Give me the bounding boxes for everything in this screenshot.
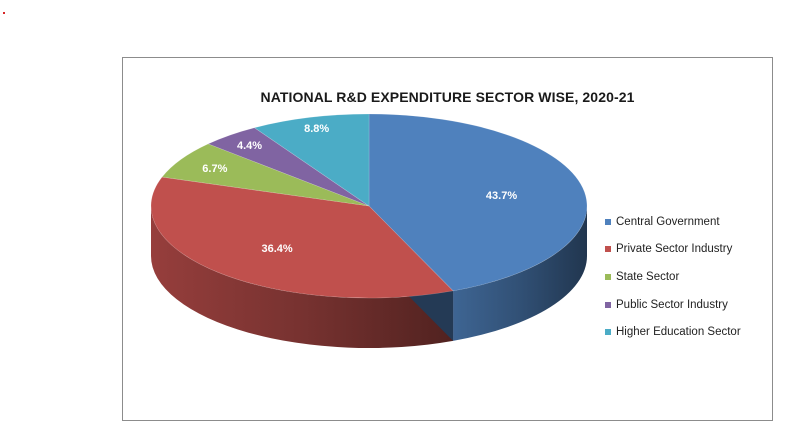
legend-swatch [605,301,611,308]
legend-swatch [605,329,611,336]
legend-swatch [605,218,611,225]
pie-slice-state-sector [161,143,370,207]
legend: Central Government Private Sector Industr… [605,208,741,346]
legend-label: Central Government [616,215,720,228]
legend-item-central-government: Central Government [605,208,741,236]
legend-item-public-sector-industry: Public Sector Industry [605,291,741,319]
legend-label: Private Sector Industry [616,243,733,256]
data-label-4: 8.8% [304,123,329,135]
pie-slice-public-sector-industry [207,127,370,207]
chart-frame: NATIONAL R&D EXPENDITURE SECTOR WISE, 20… [122,57,773,421]
pie-chart: 43.7% 36.4% 6.7% 4.4% 8.8% [150,113,588,348]
pie-slice-higher-education-sector [253,113,370,207]
chart-title: NATIONAL R&D EXPENDITURE SECTOR WISE, 20… [260,89,635,105]
legend-item-higher-education-sector: Higher Education Sector [605,318,741,346]
corner-dot [3,12,5,14]
pie-slice-central-government [368,113,588,292]
data-label-2: 6.7% [202,163,227,175]
legend-label: Public Sector Industry [616,298,728,311]
legend-label: Higher Education Sector [616,326,741,339]
data-label-0: 43.7% [486,190,517,202]
pie-side-1 [151,206,454,348]
legend-item-state-sector: State Sector [605,263,741,291]
pie-side-0 [453,206,587,341]
legend-label: State Sector [616,270,680,283]
pie-slice-private-sector-industry [150,176,454,299]
legend-swatch [605,273,611,280]
data-label-1: 36.4% [261,243,292,255]
legend-item-private-sector-industry: Private Sector Industry [605,236,741,264]
legend-swatch [605,246,611,253]
data-label-3: 4.4% [237,140,262,152]
